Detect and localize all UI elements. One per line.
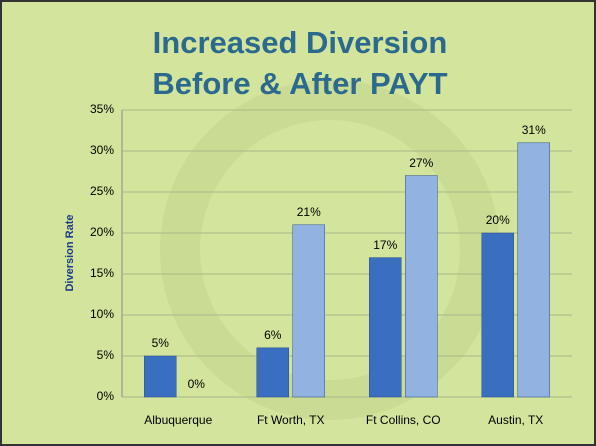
- chart-title: Before & After PAYT: [152, 66, 447, 101]
- bar: [405, 176, 437, 397]
- x-tick-label: Albuquerque: [144, 413, 212, 427]
- x-tick-label: Ft Worth, TX: [257, 413, 325, 427]
- chart-title: Increased Diversion: [153, 25, 448, 60]
- value-label: 6%: [264, 328, 282, 342]
- bar: [482, 233, 514, 397]
- value-label: 27%: [409, 156, 433, 170]
- value-label: 5%: [152, 336, 170, 350]
- bar: [518, 143, 550, 397]
- value-label: 20%: [486, 213, 510, 227]
- value-label: 17%: [373, 238, 397, 252]
- page: {"chart_data": {"type": "bar", "title": …: [0, 0, 596, 446]
- x-tick-label: Austin, TX: [488, 413, 543, 427]
- y-tick-label: 25%: [90, 184, 114, 198]
- y-tick-label: 30%: [90, 143, 114, 157]
- y-axis-title: Diversion Rate: [64, 214, 76, 291]
- value-label: 21%: [297, 205, 321, 219]
- y-tick-label: 15%: [90, 266, 114, 280]
- y-tick-label: 20%: [90, 225, 114, 239]
- y-tick-label: 35%: [90, 102, 114, 116]
- y-tick-label: 5%: [97, 348, 115, 362]
- y-tick-label: 0%: [97, 389, 115, 403]
- x-tick-label: Ft Collins, CO: [366, 413, 441, 427]
- y-tick-label: 10%: [90, 307, 114, 321]
- chart: Increased Diversion Before & After PAYT …: [0, 0, 596, 446]
- bar: [257, 348, 289, 397]
- bar: [293, 225, 325, 397]
- bar: [369, 258, 401, 397]
- value-label: 31%: [522, 123, 546, 137]
- bar: [144, 356, 176, 397]
- value-label: 0%: [188, 377, 206, 391]
